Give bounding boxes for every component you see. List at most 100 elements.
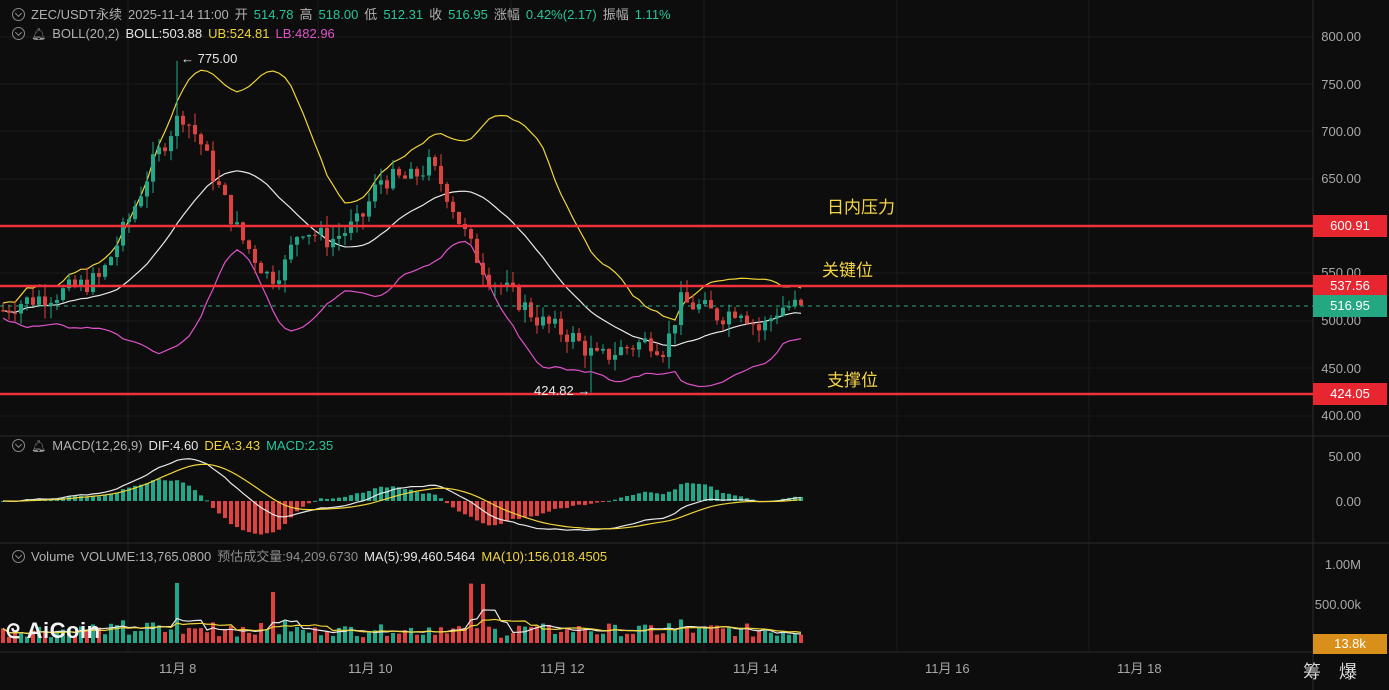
amplitude-label: 振幅 [602,7,629,22]
candle-body [415,168,419,177]
volume-bar [409,627,413,643]
volume-bar [697,626,701,643]
candle-body [13,312,17,314]
macd-histogram-bar [685,482,689,501]
volume-estimate: 预估成交量:94,209.6730 [217,549,359,564]
macd-histogram-bar [343,496,347,501]
support-label: 支撑位 [827,371,878,390]
macd-histogram-bar [175,480,179,501]
bell-icon[interactable]: 🔔︎ [31,27,47,41]
boll-lower-line [2,240,802,388]
candle-body [481,262,485,275]
candle-body [673,325,677,334]
amplitude-value: 1.11% [634,7,671,22]
candle-body [451,201,455,212]
price-tick: 400.00 [1321,408,1361,423]
macd-dif-line [2,458,802,531]
macd-histogram-bar [715,489,719,501]
volume-bar [229,625,233,643]
candle-body [637,342,641,350]
macd-dea: DEA:3.43 [204,438,261,453]
macd-histogram-bar [547,501,551,512]
macd-histogram-bar [271,501,275,533]
candle-body [703,300,707,305]
candle-body [475,238,479,263]
volume-bar [349,626,353,643]
candle-body [793,299,797,307]
logo-icon: ᘓ [6,621,27,643]
candle-body [727,311,731,325]
volume-bar [127,634,131,643]
candle-body [613,355,617,360]
candle-body [781,307,785,316]
macd-histogram-bar [301,501,305,507]
macd-histogram-bar [325,499,329,501]
volume-bar [613,624,617,643]
volume-bar [517,625,521,643]
collapse-icon[interactable] [12,27,25,40]
candle-body [487,274,491,287]
volume-bar [235,636,239,643]
macd-histogram-bar [451,501,455,508]
macd-histogram-bar [793,496,797,501]
volume-bar [781,631,785,643]
macd-histogram-bar [397,487,401,501]
volume-bar [727,627,731,643]
macd-histogram-bar [409,489,413,501]
volume-bar [55,631,59,643]
candle-body [211,150,215,182]
date-tick: 11月 16 [925,661,970,676]
chip-explode-buttons[interactable]: 筹爆 [1303,662,1375,682]
candle-body [505,282,509,287]
volume-bar [793,633,797,643]
macd-legend: 🔔︎ MACD(12,26,9) DIF:4.60 DEA:3.43 MACD:2.35 [12,438,339,453]
candle-body [277,280,281,284]
collapse-icon[interactable] [12,439,25,452]
bell-icon[interactable]: 🔔︎ [31,439,47,453]
macd-tick: 50.00 [1328,449,1361,464]
change-value: 0.42%(2.17) [525,7,597,22]
macd-histogram-bar [331,498,335,501]
volume-bar [757,630,761,643]
volume-bar [373,630,377,643]
volume-bar [469,583,473,643]
macd-histogram-bar [211,501,215,508]
close-label: 收 [429,7,443,22]
collapse-icon[interactable] [12,8,25,21]
candle-body [1,310,5,312]
volume-bar [595,634,599,643]
volume-bar [391,632,395,643]
candle-body [307,234,311,237]
macd-histogram-bar [703,484,707,501]
candle-body [751,323,755,325]
date-tick: 11月 12 [540,661,585,676]
volume-bar [499,637,503,643]
price-tick: 450.00 [1321,361,1361,376]
volume-bar [67,628,71,643]
candle-body [91,273,95,292]
macd-histogram-bar [253,501,257,534]
volume-bar [31,630,35,643]
candle-body [37,296,41,305]
volume-bar [433,634,437,643]
key-level-label: 关键位 [822,261,873,280]
candle-body [181,115,185,125]
macd-histogram-bar [571,501,575,506]
macd-histogram-bar [373,488,377,501]
volume-bar [37,626,41,643]
candle-body [679,292,683,326]
volume-bar [649,625,653,643]
candle-body [169,136,173,152]
macd-histogram-bar [433,494,437,501]
volume-bar [1,628,5,643]
volume-bar [223,629,227,643]
boll-lb: LB:482.96 [275,26,335,41]
macd-histogram-bar [319,498,323,501]
volume-bar [547,624,551,643]
macd-histogram-bar [361,492,365,501]
collapse-icon[interactable] [12,550,25,563]
macd-histogram-bar [277,501,281,530]
volume-bar [307,632,311,643]
volume-bar [85,629,89,643]
